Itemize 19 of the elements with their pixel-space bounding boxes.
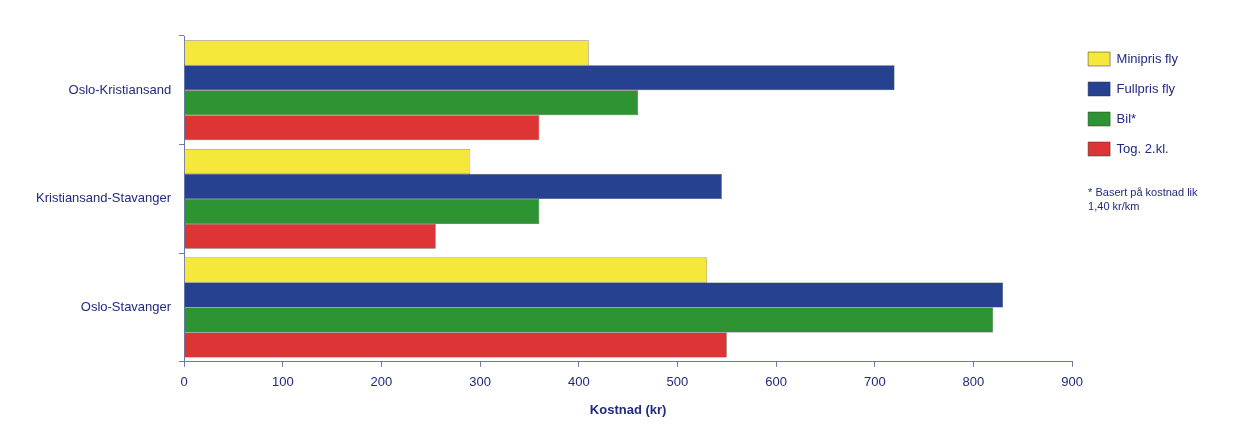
text: * Basert på kostnad lik 1,40 kr/km	[1088, 186, 1199, 212]
legend-label: Bil*	[1116, 110, 1137, 126]
y-tick-label: Oslo-Stavanger	[80, 299, 172, 315]
x-tick-label: 900	[1061, 374, 1083, 390]
x-tick-label: 500	[666, 374, 689, 390]
x-tick-label: 800	[962, 374, 985, 390]
legend-label: Tog. 2.kl.	[1116, 140, 1169, 156]
x-tick-label: 100	[271, 374, 294, 390]
x-tick-label: 600	[765, 374, 787, 390]
x-axis-title: Kostnad (kr)	[589, 401, 667, 417]
y-tick-label: Kristiansand-Stavanger	[35, 190, 172, 206]
x-tick-label: 0	[180, 374, 188, 390]
x-tick-label: 300	[469, 374, 491, 390]
legend-label: Fullpris fly	[1116, 80, 1176, 96]
y-tick-label: Oslo-Kristiansand	[68, 81, 172, 97]
x-tick-label: 700	[863, 374, 886, 390]
x-tick-label: 200	[370, 374, 393, 390]
x-tick-label: 400	[567, 374, 590, 390]
legend-label: Minipris fly	[1116, 50, 1179, 66]
